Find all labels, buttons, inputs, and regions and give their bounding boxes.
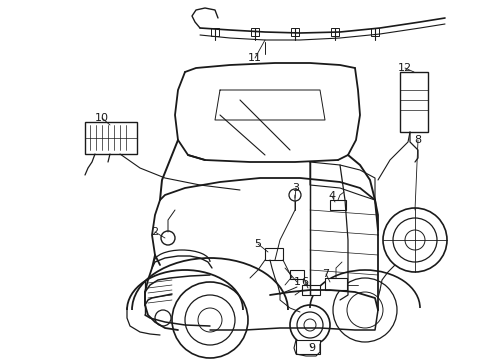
Bar [399, 72, 427, 132]
Bar [264, 248, 283, 260]
Bar [250, 28, 259, 36]
Bar [295, 340, 319, 354]
Text: 5: 5 [254, 239, 261, 249]
Bar [325, 278, 346, 290]
Bar [290, 28, 298, 36]
Bar [302, 285, 319, 295]
Text: 6: 6 [301, 277, 308, 287]
Bar [329, 200, 346, 210]
Bar [330, 28, 338, 36]
Text: 8: 8 [414, 135, 421, 145]
Text: 4: 4 [328, 191, 335, 201]
Text: 12: 12 [397, 63, 411, 73]
Text: 3: 3 [292, 183, 299, 193]
Text: 9: 9 [308, 343, 315, 353]
Bar [210, 28, 219, 36]
Text: 1: 1 [293, 277, 300, 287]
Text: 7: 7 [322, 269, 329, 279]
Text: 10: 10 [95, 113, 109, 123]
Bar [370, 28, 378, 36]
Bar [85, 122, 137, 154]
Text: 11: 11 [247, 53, 262, 63]
Text: 2: 2 [151, 227, 158, 237]
Bar [289, 270, 304, 279]
